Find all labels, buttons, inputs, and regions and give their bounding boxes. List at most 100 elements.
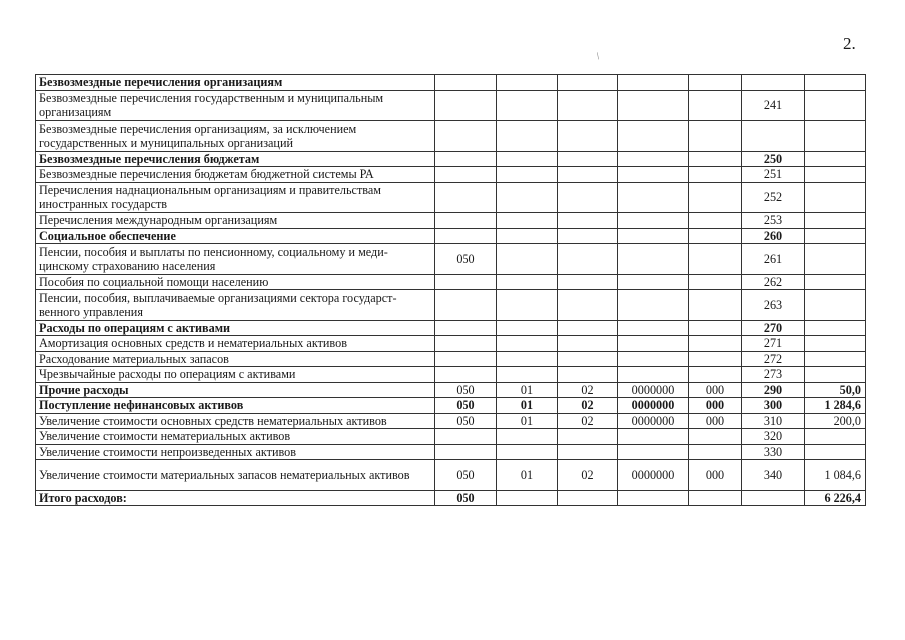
ministry-code: [434, 120, 497, 152]
row-label: Расходование материальных запасов: [35, 350, 435, 367]
line-code: 251: [741, 166, 805, 183]
ministry-code: [434, 181, 497, 213]
amount: [804, 350, 866, 367]
table-row: Пенсии, пособия, выплачиваемые организац…: [35, 289, 866, 321]
section-code: 01: [496, 397, 558, 414]
amount: [804, 243, 866, 275]
amount: [804, 227, 866, 244]
amount: [804, 166, 866, 183]
row-label: Безвозмездные перечисления бюджетам: [35, 150, 435, 167]
expense-type-code: [688, 335, 742, 352]
expense-type-code: [688, 212, 742, 229]
ministry-code: [434, 350, 497, 367]
subsection-code: [557, 443, 618, 460]
line-code: [741, 489, 805, 506]
section-code: 01: [496, 412, 558, 429]
section-code: [496, 319, 558, 336]
subsection-code: 02: [557, 412, 618, 429]
section-code: [496, 443, 558, 460]
line-code: 263: [741, 289, 805, 321]
expense-type-code: [688, 366, 742, 383]
section-code: [496, 350, 558, 367]
subsection-code: [557, 243, 618, 275]
target-code: [617, 181, 689, 213]
subsection-code: 02: [557, 397, 618, 414]
subsection-code: [557, 428, 618, 445]
expense-type-code: [688, 443, 742, 460]
amount: [804, 443, 866, 460]
amount: 1 084,6: [804, 459, 866, 491]
subsection-code: [557, 273, 618, 290]
subsection-code: [557, 489, 618, 506]
expense-type-code: [688, 150, 742, 167]
subsection-code: [557, 335, 618, 352]
row-label: Безвозмездные перечисления бюджетам бюдж…: [35, 166, 435, 183]
table-row: Безвозмездные перечисления организациям,…: [35, 120, 866, 152]
target-code: 0000000: [617, 459, 689, 491]
line-code: 290: [741, 381, 805, 398]
target-code: [617, 443, 689, 460]
target-code: [617, 489, 689, 506]
table-row: Пенсии, пособия и выплаты по пенсионному…: [35, 243, 866, 275]
subsection-code: [557, 150, 618, 167]
line-code: 261: [741, 243, 805, 275]
line-code: 262: [741, 273, 805, 290]
row-label: Увеличение стоимости материальных запасо…: [35, 459, 435, 491]
section-code: [496, 227, 558, 244]
subsection-code: [557, 89, 618, 121]
ministry-code: [434, 428, 497, 445]
amount: [804, 428, 866, 445]
expense-type-code: [688, 428, 742, 445]
expense-type-code: [688, 181, 742, 213]
table-row: Пособия по социальной помощи населению 26…: [35, 273, 866, 290]
ministry-code: 050: [434, 489, 497, 506]
row-label: Перечисления наднациональным организация…: [35, 181, 435, 213]
row-label: Увеличение стоимости основных средств не…: [35, 412, 435, 429]
ministry-code: [434, 166, 497, 183]
table-row: Расходы по операциям с активами 270: [35, 319, 866, 336]
section-code: 01: [496, 459, 558, 491]
table-row: Увеличение стоимости основных средств не…: [35, 412, 866, 429]
section-code: [496, 273, 558, 290]
ministry-code: [434, 212, 497, 229]
table-row: Безвозмездные перечисления бюджетам бюдж…: [35, 166, 866, 183]
ministry-code: [434, 319, 497, 336]
target-code: 0000000: [617, 412, 689, 429]
section-code: [496, 120, 558, 152]
target-code: [617, 319, 689, 336]
ministry-code: 050: [434, 243, 497, 275]
subsection-code: [557, 366, 618, 383]
section-code: [496, 181, 558, 213]
target-code: [617, 273, 689, 290]
amount: 6 226,4: [804, 489, 866, 506]
expense-type-code: 000: [688, 381, 742, 398]
expense-type-code: [688, 319, 742, 336]
ministry-code: [434, 150, 497, 167]
amount: [804, 89, 866, 121]
expense-type-code: [688, 227, 742, 244]
target-code: [617, 428, 689, 445]
expense-type-code: [688, 120, 742, 152]
row-label: Амортизация основных средств и нематериа…: [35, 335, 435, 352]
line-code: 271: [741, 335, 805, 352]
target-code: [617, 89, 689, 121]
table-row: Безвозмездные перечисления государственн…: [35, 89, 866, 121]
row-label: Безвозмездные перечисления государственн…: [35, 89, 435, 121]
target-code: [617, 335, 689, 352]
amount: [804, 366, 866, 383]
target-code: [617, 289, 689, 321]
table-row: Безвозмездные перечисления бюджетам 250: [35, 150, 866, 167]
expense-type-code: [688, 166, 742, 183]
subsection-code: [557, 74, 618, 91]
row-label: Безвозмездные перечисления организациям,…: [35, 120, 435, 152]
table-row: Прочие расходы 050 01 02 0000000 000 290 50,0: [35, 381, 866, 398]
amount: [804, 335, 866, 352]
section-code: [496, 289, 558, 321]
ministry-code: [434, 273, 497, 290]
table-row: Увеличение стоимости непроизведенных акт…: [35, 443, 866, 460]
line-code: 250: [741, 150, 805, 167]
section-code: [496, 74, 558, 91]
pen-mark: /: [594, 51, 603, 62]
target-code: [617, 166, 689, 183]
table-row: Поступление нефинансовых активов 050 01 02 0…: [35, 397, 866, 414]
